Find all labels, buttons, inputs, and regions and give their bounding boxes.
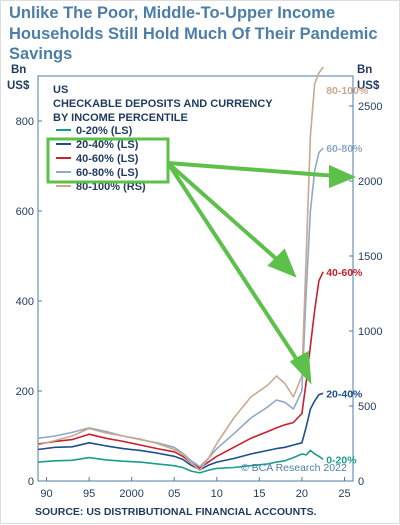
series-line-4 [37,147,324,468]
right-tick-label: 1500 [358,251,382,263]
right-tick-label: 2000 [358,176,382,188]
series-line-1 [37,449,324,474]
left-tick-label: 600 [16,206,34,218]
series-line-2 [37,392,324,471]
x-tick-label: 2000 [119,488,143,500]
legend-label-4: 60-80% (LS) [76,167,139,179]
series-line-5 [37,66,324,472]
x-tick-label: 90 [40,488,52,500]
series-end-label-1: 0-20% [326,454,357,466]
series-end-label-2: 20-40% [326,388,363,400]
legend-label-1: 0-20% (LS) [76,125,133,137]
legend-label-2: 20-40% (LS) [76,139,139,151]
highlight-arrows [166,161,357,385]
legend: 0-20% (LS) 20-40% (LS) 40-60% (LS) 60-80% (… [56,125,146,193]
left-tick-label: 400 [16,296,34,308]
x-tick-label: 20 [296,488,308,500]
series-end-label-5: 80-100% [326,85,369,97]
legend-label-3: 40-60% (LS) [76,153,139,165]
left-tick-label: 200 [16,386,34,398]
right-tick-label: 0 [358,476,364,488]
legend-label-5: 80-100% (RS) [76,181,146,193]
left-tick-label: 800 [16,116,34,128]
panel-subtitle-2: BY INCOME PERCENTILE [53,112,188,124]
left-axis-unit-1: Bn [11,64,26,76]
right-tick-label: 1000 [358,326,382,338]
right-axis-unit-1: Bn [357,64,372,76]
series-line-3 [37,271,324,470]
x-tick-label: 95 [83,488,95,500]
right-tick-label: 2500 [358,101,382,113]
x-tick-label: 05 [168,488,180,500]
x-tick-label: 15 [253,488,265,500]
source-note: SOURCE: US DISTRIBUTIONAL FINANCIAL ACCO… [35,506,317,518]
panel-subtitle-1: CHECKABLE DEPOSITS AND CURRENCY [53,98,273,110]
highlight-box [46,137,170,184]
panel-title: US [53,84,68,96]
left-tick-label: 0 [28,476,34,488]
series-end-label-3: 40-60% [326,267,363,279]
chart-title: Unlike The Poor, Middle-To-Upper Income … [9,4,378,63]
series-layer: 0-20% 20-40% 40-60% 60-80% 80-100% [37,66,369,474]
left-axis-unit-2: US$ [7,80,30,92]
x-tick-label: 10 [211,488,223,500]
watermark: © BCA Research 2022 [241,462,347,474]
right-tick-label: 500 [358,401,376,413]
x-tick-label: 25 [338,488,350,500]
plot-area-border [37,75,354,482]
series-end-label-4: 60-80% [326,143,363,155]
right-axis-unit-2: US$ [357,80,380,92]
